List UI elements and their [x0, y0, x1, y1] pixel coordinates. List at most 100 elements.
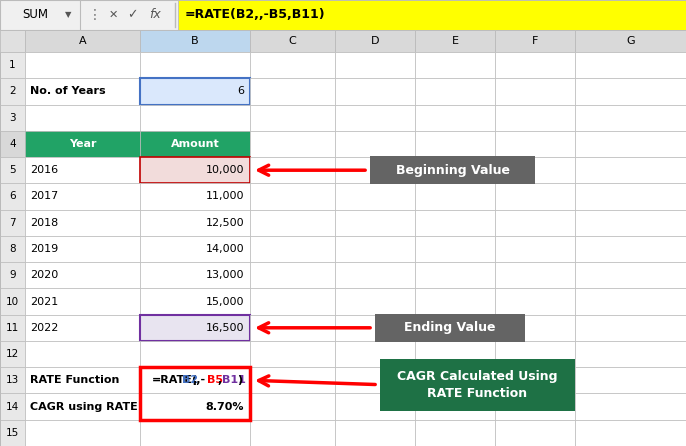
Bar: [140, 367, 250, 393]
Bar: [415, 289, 495, 315]
Bar: [495, 104, 575, 131]
Text: 4: 4: [9, 139, 16, 149]
Bar: [575, 367, 686, 393]
Text: D: D: [370, 36, 379, 46]
Bar: [140, 367, 250, 420]
Bar: [495, 30, 575, 52]
Bar: [0, 210, 25, 236]
Text: 10,000: 10,000: [206, 165, 244, 175]
Bar: [25, 393, 140, 420]
Bar: [140, 210, 250, 236]
Bar: [25, 104, 140, 131]
Text: 15: 15: [6, 428, 19, 438]
Text: 2016: 2016: [30, 165, 58, 175]
Text: B5: B5: [207, 376, 223, 385]
Bar: [335, 104, 415, 131]
Bar: [335, 367, 415, 393]
Bar: [140, 289, 250, 315]
Text: 16,500: 16,500: [206, 323, 244, 333]
Text: 10: 10: [6, 297, 19, 306]
Bar: [25, 315, 140, 341]
Bar: [335, 315, 415, 341]
Bar: [250, 341, 335, 367]
Bar: [495, 236, 575, 262]
Text: ⋮: ⋮: [88, 8, 102, 22]
Bar: [25, 289, 140, 315]
Bar: [495, 78, 575, 104]
Bar: [140, 393, 250, 420]
Bar: [25, 78, 140, 104]
Bar: [415, 157, 495, 183]
Text: Year: Year: [69, 139, 96, 149]
Bar: [335, 131, 415, 157]
Text: 12,500: 12,500: [205, 218, 244, 228]
Text: 15,000: 15,000: [206, 297, 244, 306]
Text: 2022: 2022: [30, 323, 58, 333]
Bar: [495, 262, 575, 289]
Bar: [575, 262, 686, 289]
Text: Beginning Value: Beginning Value: [396, 164, 510, 177]
Text: 13,000: 13,000: [206, 270, 244, 280]
Text: ,: ,: [217, 376, 222, 385]
Bar: [370, 156, 535, 184]
Bar: [25, 131, 140, 157]
Bar: [140, 420, 250, 446]
Text: ,,-: ,,-: [192, 376, 205, 385]
Bar: [250, 420, 335, 446]
Bar: [140, 157, 250, 183]
Bar: [250, 157, 335, 183]
Bar: [495, 315, 575, 341]
Bar: [140, 131, 250, 157]
Text: Amount: Amount: [171, 139, 220, 149]
Bar: [415, 104, 495, 131]
Bar: [25, 157, 140, 183]
Bar: [250, 315, 335, 341]
Bar: [140, 262, 250, 289]
Text: 14: 14: [6, 401, 19, 412]
Text: ✓: ✓: [127, 8, 137, 21]
Bar: [575, 236, 686, 262]
Text: 1: 1: [9, 60, 16, 70]
Bar: [0, 393, 25, 420]
Bar: [0, 30, 25, 52]
Bar: [495, 157, 575, 183]
Text: C: C: [289, 36, 296, 46]
Bar: [495, 52, 575, 78]
Bar: [250, 52, 335, 78]
Bar: [415, 52, 495, 78]
Bar: [335, 236, 415, 262]
Bar: [380, 359, 575, 411]
Bar: [335, 262, 415, 289]
Bar: [140, 78, 250, 104]
Bar: [250, 289, 335, 315]
Bar: [415, 30, 495, 52]
Text: fx: fx: [149, 8, 161, 21]
Bar: [335, 78, 415, 104]
Bar: [575, 315, 686, 341]
Bar: [495, 393, 575, 420]
Text: 11: 11: [6, 323, 19, 333]
Bar: [0, 367, 25, 393]
Bar: [250, 393, 335, 420]
Bar: [335, 210, 415, 236]
Bar: [575, 78, 686, 104]
Bar: [25, 367, 140, 393]
Text: B11: B11: [222, 376, 246, 385]
Bar: [335, 341, 415, 367]
Bar: [0, 52, 25, 78]
Bar: [25, 30, 140, 52]
Bar: [335, 183, 415, 210]
Text: =RATE(: =RATE(: [152, 376, 198, 385]
Text: 6: 6: [237, 87, 244, 96]
Bar: [25, 183, 140, 210]
Text: CAGR using RATE: CAGR using RATE: [30, 401, 138, 412]
Bar: [495, 289, 575, 315]
Bar: [575, 341, 686, 367]
Text: SUM: SUM: [22, 8, 48, 21]
Bar: [495, 341, 575, 367]
Bar: [335, 157, 415, 183]
Text: ): ): [237, 376, 242, 385]
Bar: [415, 367, 495, 393]
Bar: [575, 183, 686, 210]
Bar: [140, 236, 250, 262]
